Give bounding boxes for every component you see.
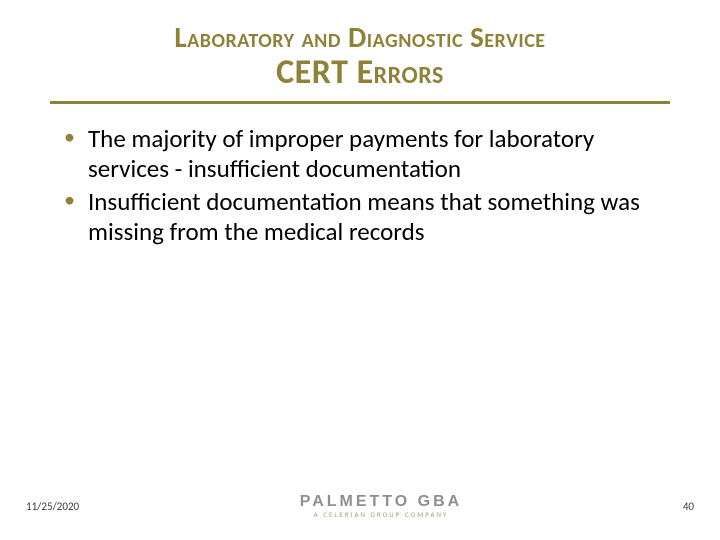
slide-title-block: Laboratory and Diagnostic Service CERT E… (0, 0, 720, 99)
footer-logo: PALMETTO GBA A CELERIAN GROUP COMPANY (300, 493, 463, 518)
slide: Laboratory and Diagnostic Service CERT E… (0, 0, 720, 540)
logo-main-text: PALMETTO GBA (300, 493, 463, 511)
slide-body: The majority of improper payments for la… (0, 104, 720, 246)
slide-footer: 11/25/2020 PALMETTO GBA A CELERIAN GROUP… (0, 486, 720, 526)
logo-sub-text: A CELERIAN GROUP COMPANY (300, 511, 463, 519)
bullet-list: The majority of improper payments for la… (60, 124, 660, 246)
slide-title-line-2: CERT Errors (50, 54, 670, 91)
bullet-item: The majority of improper payments for la… (60, 124, 660, 183)
footer-page-number: 40 (683, 500, 694, 513)
slide-title-line-1: Laboratory and Diagnostic Service (50, 22, 670, 54)
bullet-item: Insufficient documentation means that so… (60, 187, 660, 246)
footer-date: 11/25/2020 (26, 500, 79, 513)
